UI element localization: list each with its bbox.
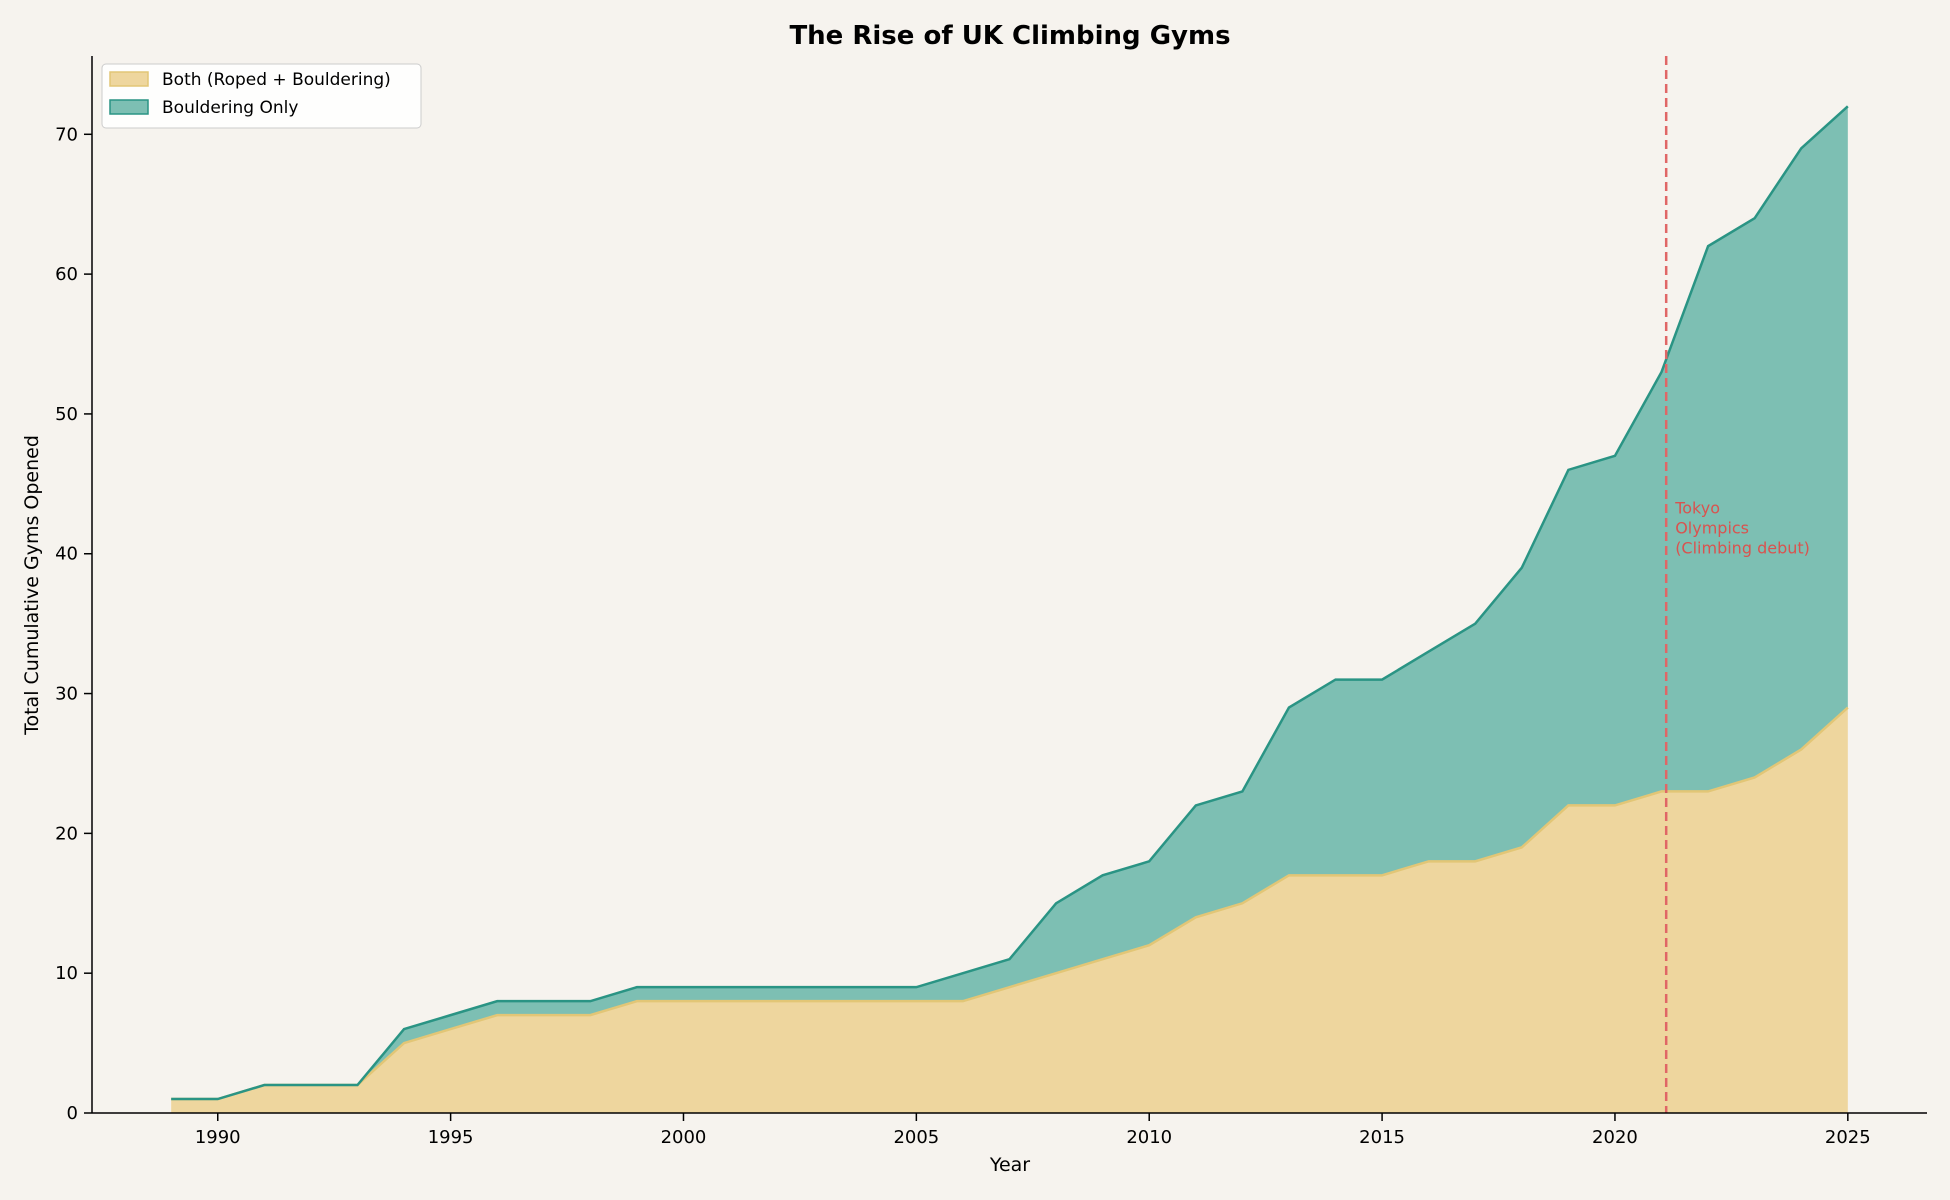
y-tick-label: 60 [55, 264, 78, 285]
legend-label-1: Bouldering Only [162, 98, 298, 118]
legend-swatch-0 [109, 71, 149, 87]
annotation-olympics-line-0: Tokyo [1674, 499, 1720, 518]
x-tick-label: 2015 [1359, 1127, 1405, 1148]
y-tick-label: 50 [55, 404, 78, 425]
y-tick-label: 0 [67, 1103, 78, 1124]
y-tick-label: 40 [55, 544, 78, 565]
series-both-line [171, 706, 1849, 1101]
x-tick-label: 2010 [1126, 1127, 1172, 1148]
y-tick-label: 20 [55, 823, 78, 844]
legend-swatch-1 [109, 99, 149, 115]
series-bouldering-line [171, 105, 1849, 1101]
y-tick-label: 10 [55, 963, 78, 984]
annotation-olympics-line-2: (Climbing debut) [1675, 539, 1810, 558]
legend: Both (Roped + Bouldering) Bouldering Only [101, 63, 422, 129]
annotation-olympics-line-1: Olympics [1675, 519, 1749, 538]
plot-area: Tokyo Olympics (Climbing debut)1990 1995 200… [55, 56, 1927, 1148]
x-tick-label: 2005 [893, 1127, 939, 1148]
x-tick-label: 1990 [195, 1127, 241, 1148]
x-tick-label: 2020 [1592, 1127, 1638, 1148]
chart-title: The Rise of UK Climbing Gyms [789, 21, 1230, 51]
y-tick-label: 30 [55, 684, 78, 705]
series-both-area [171, 707, 1848, 1113]
legend-label-0: Both (Roped + Bouldering) [162, 70, 391, 90]
y-axis-label: Total Cumulative Gyms Opened [21, 435, 43, 736]
annotation-olympics-label: Tokyo Olympics (Climbing debut) [1674, 499, 1810, 558]
series-bouldering-area [171, 106, 1848, 1100]
x-tick-label: 2000 [661, 1127, 707, 1148]
y-tick-label: 70 [55, 124, 78, 145]
x-axis-label: Year [989, 1154, 1030, 1176]
legend-box [101, 63, 422, 129]
x-tick-label: 1995 [428, 1127, 474, 1148]
x-tick-label: 2025 [1825, 1127, 1871, 1148]
